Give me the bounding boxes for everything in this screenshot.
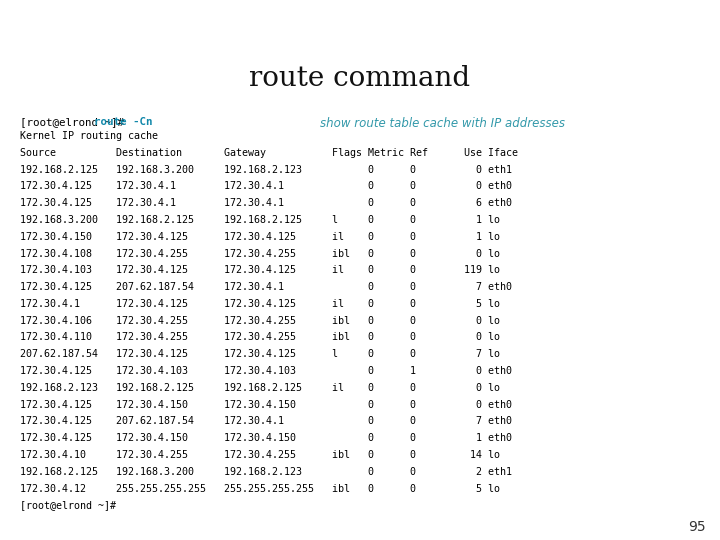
Text: [root@elrond ~]#: [root@elrond ~]# (20, 117, 130, 127)
Text: 207.62.187.54   172.30.4.125      172.30.4.125      l     0      0          7 lo: 207.62.187.54 172.30.4.125 172.30.4.125 … (20, 349, 500, 359)
Text: 172.30.4.12     255.255.255.255   255.255.255.255   ibl   0      0          5 lo: 172.30.4.12 255.255.255.255 255.255.255.… (20, 484, 500, 494)
Text: 172.30.4.108    172.30.4.255      172.30.4.255      ibl   0      0          0 lo: 172.30.4.108 172.30.4.255 172.30.4.255 i… (20, 248, 500, 259)
Text: 172.30.4.125    172.30.4.103      172.30.4.103            0      1          0 et: 172.30.4.125 172.30.4.103 172.30.4.103 0… (20, 366, 512, 376)
Text: 192.168.2.123   192.168.2.125     192.168.2.125     il    0      0          0 lo: 192.168.2.123 192.168.2.125 192.168.2.12… (20, 383, 500, 393)
Text: 172.30.4.110    172.30.4.255      172.30.4.255      ibl   0      0          0 lo: 172.30.4.110 172.30.4.255 172.30.4.255 i… (20, 333, 500, 342)
Text: 172.30.4.125    207.62.187.54     172.30.4.1              0      0          7 et: 172.30.4.125 207.62.187.54 172.30.4.1 0 … (20, 416, 512, 427)
Text: 172.30.4.1      172.30.4.125      172.30.4.125      il    0      0          5 lo: 172.30.4.1 172.30.4.125 172.30.4.125 il … (20, 299, 500, 309)
Text: 95: 95 (688, 520, 706, 534)
Text: 172.30.4.150    172.30.4.125      172.30.4.125      il    0      0          1 lo: 172.30.4.150 172.30.4.125 172.30.4.125 i… (20, 232, 500, 242)
Text: CIS 192 - Lesson 3: CIS 192 - Lesson 3 (260, 18, 460, 37)
Text: 172.30.4.125    207.62.187.54     172.30.4.1              0      0          7 et: 172.30.4.125 207.62.187.54 172.30.4.1 0 … (20, 282, 512, 292)
Text: 172.30.4.125    172.30.4.150      172.30.4.150            0      0          0 et: 172.30.4.125 172.30.4.150 172.30.4.150 0… (20, 400, 512, 410)
Text: Source          Destination       Gateway           Flags Metric Ref      Use If: Source Destination Gateway Flags Metric … (20, 148, 518, 158)
Text: 172.30.4.125    172.30.4.150      172.30.4.150            0      0          1 et: 172.30.4.125 172.30.4.150 172.30.4.150 0… (20, 433, 512, 443)
Text: [root@elrond ~]#: [root@elrond ~]# (20, 501, 116, 510)
Text: 172.30.4.103    172.30.4.125      172.30.4.125      il    0      0        119 lo: 172.30.4.103 172.30.4.125 172.30.4.125 i… (20, 265, 500, 275)
Text: 192.168.2.125   192.168.3.200     192.168.2.123           0      0          2 et: 192.168.2.125 192.168.3.200 192.168.2.12… (20, 467, 512, 477)
Text: 172.30.4.106    172.30.4.255      172.30.4.255      ibl   0      0          0 lo: 172.30.4.106 172.30.4.255 172.30.4.255 i… (20, 316, 500, 326)
Text: route command: route command (249, 65, 471, 92)
Text: Kernel IP routing cache: Kernel IP routing cache (20, 131, 158, 141)
Text: 192.168.3.200   192.168.2.125     192.168.2.125     l     0      0          1 lo: 192.168.3.200 192.168.2.125 192.168.2.12… (20, 215, 500, 225)
Text: route -Cn: route -Cn (94, 117, 153, 127)
Text: 172.30.4.125    172.30.4.1        172.30.4.1              0      0          6 et: 172.30.4.125 172.30.4.1 172.30.4.1 0 0 6… (20, 198, 512, 208)
Text: 172.30.4.125    172.30.4.1        172.30.4.1              0      0          0 et: 172.30.4.125 172.30.4.1 172.30.4.1 0 0 0… (20, 181, 512, 191)
Text: 172.30.4.10     172.30.4.255      172.30.4.255      ibl   0      0         14 lo: 172.30.4.10 172.30.4.255 172.30.4.255 ib… (20, 450, 500, 460)
Text: 192.168.2.125   192.168.3.200     192.168.2.123           0      0          0 et: 192.168.2.125 192.168.3.200 192.168.2.12… (20, 165, 512, 174)
Text: show route table cache with IP addresses: show route table cache with IP addresses (320, 117, 565, 130)
